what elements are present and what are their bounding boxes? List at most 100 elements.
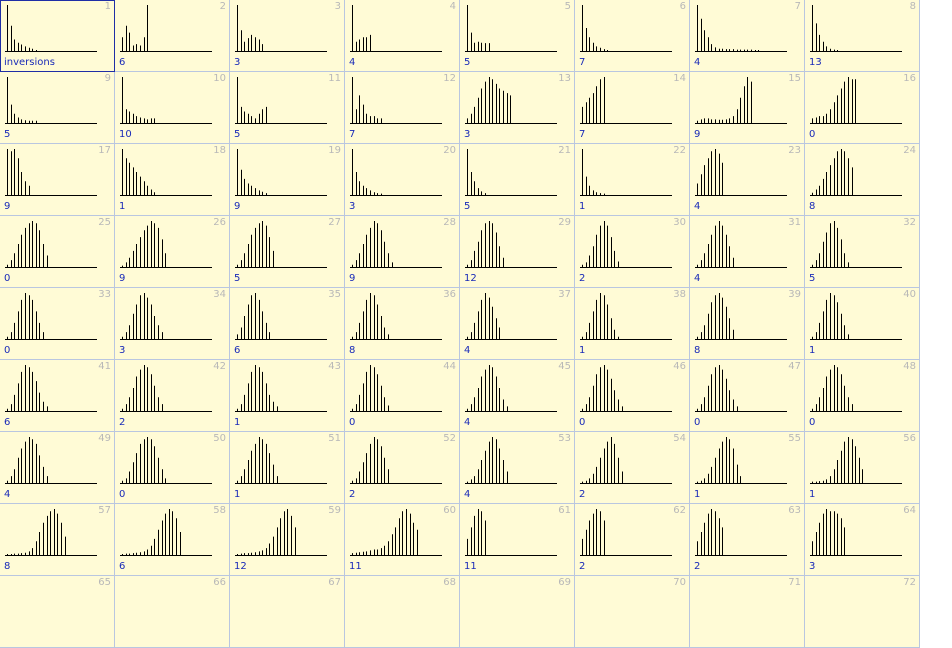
histogram-cell[interactable]: 48 0	[805, 360, 920, 432]
cell-label: 2	[579, 489, 586, 500]
histogram-cell[interactable]: 45 4	[460, 360, 575, 432]
cell-number: 28	[443, 217, 456, 228]
histogram-cell[interactable]: 32 5	[805, 216, 920, 288]
histogram-cell[interactable]: 8 13	[805, 0, 920, 72]
cell-label: 4	[694, 57, 701, 68]
histogram-cell[interactable]: 19 9	[230, 144, 345, 216]
histogram-cell[interactable]: 31 4	[690, 216, 805, 288]
histogram-cell[interactable]: 12 7	[345, 72, 460, 144]
histogram-cell[interactable]: 50 0	[115, 432, 230, 504]
histogram-cell[interactable]: 71	[690, 576, 805, 648]
histogram-cell[interactable]: 63 2	[690, 504, 805, 576]
histogram-cell[interactable]: 23 4	[690, 144, 805, 216]
cell-label: 2	[579, 561, 586, 572]
histogram-cell[interactable]: 54 2	[575, 432, 690, 504]
histogram-cell[interactable]: 40 1	[805, 288, 920, 360]
histogram-cell[interactable]: 24 8	[805, 144, 920, 216]
histogram-cell[interactable]: 47 0	[690, 360, 805, 432]
cell-label: 1	[234, 489, 241, 500]
cell-label: 0	[809, 129, 816, 140]
histogram-cell[interactable]: 39 8	[690, 288, 805, 360]
histogram-cell[interactable]: 34 3	[115, 288, 230, 360]
cell-label: 12	[234, 561, 247, 572]
histogram-cell[interactable]: 43 1	[230, 360, 345, 432]
histogram-cell[interactable]: 41 6	[0, 360, 115, 432]
histogram-cell[interactable]: 69	[460, 576, 575, 648]
histogram-cell[interactable]: 30 2	[575, 216, 690, 288]
mini-histogram	[810, 149, 902, 196]
histogram-cell[interactable]: 36 8	[345, 288, 460, 360]
histogram-cell[interactable]: 53 4	[460, 432, 575, 504]
mini-histogram	[465, 293, 557, 340]
histogram-cell[interactable]: 37 4	[460, 288, 575, 360]
histogram-cell[interactable]: 57 8	[0, 504, 115, 576]
cell-number: 13	[558, 73, 571, 84]
histogram-cell[interactable]: 52 2	[345, 432, 460, 504]
histogram-cell[interactable]: 27 5	[230, 216, 345, 288]
histogram-cell[interactable]: 18 1	[115, 144, 230, 216]
histogram-cell[interactable]: 60 11	[345, 504, 460, 576]
histogram-cell[interactable]: 64 3	[805, 504, 920, 576]
histogram-cell[interactable]: 15 9	[690, 72, 805, 144]
histogram-cell[interactable]: 65	[0, 576, 115, 648]
histogram-cell[interactable]: 72	[805, 576, 920, 648]
cell-number: 41	[98, 361, 111, 372]
mini-histogram	[810, 509, 902, 556]
cell-label: 13	[809, 57, 822, 68]
histogram-cell[interactable]: 20 3	[345, 144, 460, 216]
histogram-cell[interactable]: 68	[345, 576, 460, 648]
cell-number: 17	[98, 145, 111, 156]
cell-label: 9	[119, 273, 126, 284]
histogram-cell[interactable]: 33 0	[0, 288, 115, 360]
histogram-cell[interactable]: 42 2	[115, 360, 230, 432]
histogram-cell[interactable]: 38 1	[575, 288, 690, 360]
histogram-cell[interactable]: 62 2	[575, 504, 690, 576]
histogram-cell[interactable]: 28 9	[345, 216, 460, 288]
mini-histogram	[350, 149, 442, 196]
histogram-cell[interactable]: 16 0	[805, 72, 920, 144]
histogram-cell[interactable]: 67	[230, 576, 345, 648]
histogram-cell[interactable]: 25 0	[0, 216, 115, 288]
mini-histogram	[350, 293, 442, 340]
histogram-cell[interactable]: 11 5	[230, 72, 345, 144]
cell-label: 2	[694, 561, 701, 572]
cell-label: 0	[694, 417, 701, 428]
histogram-cell[interactable]: 46 0	[575, 360, 690, 432]
histogram-cell[interactable]: 17 9	[0, 144, 115, 216]
histogram-cell[interactable]: 10 10	[115, 72, 230, 144]
histogram-cell[interactable]: 29 12	[460, 216, 575, 288]
mini-histogram	[350, 77, 442, 124]
cell-label: 3	[234, 57, 241, 68]
histogram-cell[interactable]: 13 3	[460, 72, 575, 144]
cell-label: 8	[4, 561, 11, 572]
cell-label: 3	[349, 201, 356, 212]
histogram-cell[interactable]: 22 1	[575, 144, 690, 216]
histogram-cell[interactable]: 26 9	[115, 216, 230, 288]
cell-number: 27	[328, 217, 341, 228]
histogram-cell[interactable]: 44 0	[345, 360, 460, 432]
histogram-cell[interactable]: 49 4	[0, 432, 115, 504]
histogram-cell[interactable]: 35 6	[230, 288, 345, 360]
histogram-cell[interactable]: 61 11	[460, 504, 575, 576]
cell-label: 1	[234, 417, 241, 428]
histogram-cell[interactable]: 59 12	[230, 504, 345, 576]
histogram-cell[interactable]: 51 1	[230, 432, 345, 504]
histogram-cell[interactable]: 66	[115, 576, 230, 648]
cell-number: 16	[903, 73, 916, 84]
histogram-cell[interactable]: 58 6	[115, 504, 230, 576]
histogram-cell[interactable]: 70	[575, 576, 690, 648]
histogram-cell[interactable]: 21 5	[460, 144, 575, 216]
histogram-cell[interactable]: 55 1	[690, 432, 805, 504]
histogram-cell[interactable]: 56 1	[805, 432, 920, 504]
histogram-cell[interactable]: 14 7	[575, 72, 690, 144]
mini-histogram	[5, 221, 97, 268]
mini-histogram	[580, 77, 672, 124]
histogram-cell[interactable]: 1 inversions	[0, 0, 115, 72]
